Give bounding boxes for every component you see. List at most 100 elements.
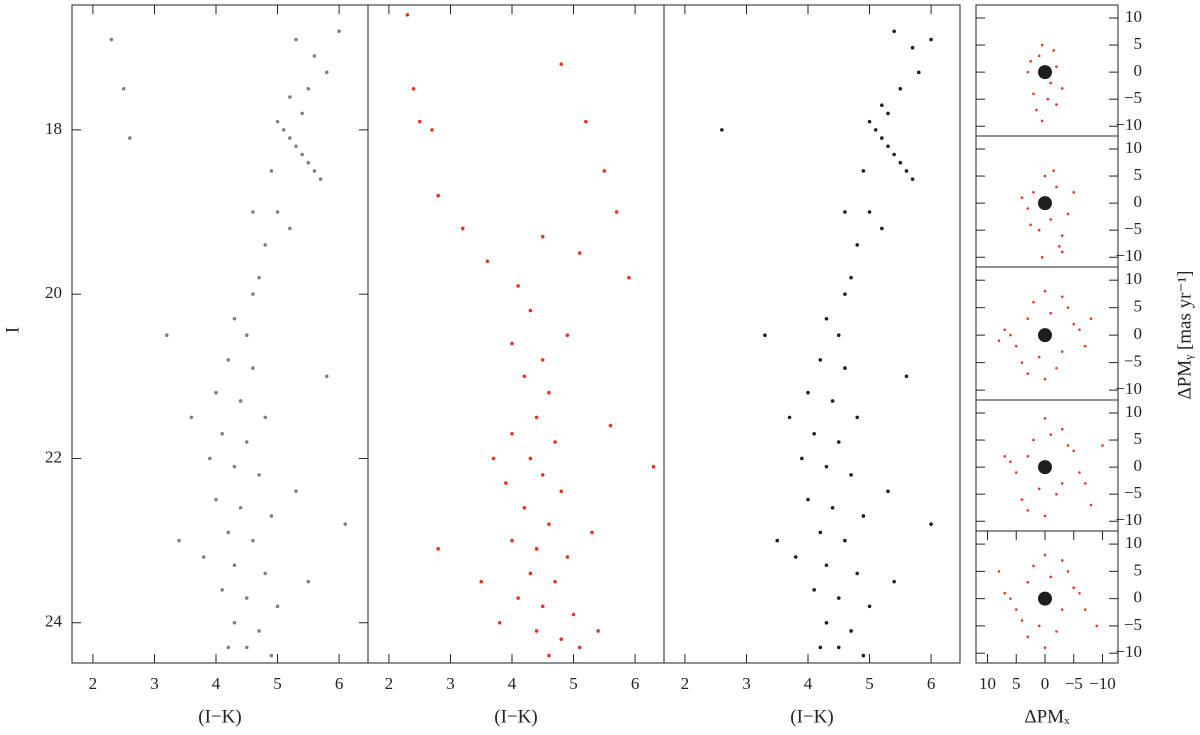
- x-tick-label: 6: [927, 674, 936, 693]
- data-point: [1083, 608, 1087, 611]
- data-point: [1072, 586, 1076, 590]
- data-point: [1026, 580, 1030, 584]
- y-tick-label: 22: [45, 447, 62, 466]
- data-point: [1009, 460, 1012, 464]
- data-point: [411, 86, 416, 91]
- data-point: [867, 119, 872, 124]
- y-tick-label: 10: [1125, 269, 1142, 288]
- y-tick-label: 0: [1134, 456, 1143, 475]
- data-point: [590, 530, 594, 535]
- data-point: [1014, 471, 1018, 474]
- data-point: [201, 555, 206, 559]
- data-point: [244, 440, 249, 444]
- data-point: [1032, 564, 1035, 568]
- data-point: [220, 432, 224, 436]
- data-point: [497, 620, 502, 625]
- x-tick-label: 2: [385, 674, 394, 693]
- data-point: [460, 226, 465, 231]
- data-point: [1037, 460, 1052, 475]
- data-point: [534, 547, 539, 551]
- data-point: [880, 103, 884, 108]
- data-point: [318, 177, 323, 181]
- data-point: [892, 152, 896, 157]
- x-tick-label: 4: [804, 674, 813, 693]
- data-point: [1089, 503, 1093, 507]
- x-axis-label: ΔPMₓ: [1024, 706, 1070, 727]
- data-point: [1014, 608, 1018, 611]
- data-point: [479, 579, 484, 584]
- data-point: [263, 415, 268, 420]
- data-point: [244, 596, 249, 600]
- data-point: [1060, 350, 1064, 353]
- x-tick-label: 4: [508, 674, 517, 693]
- data-point: [559, 489, 564, 494]
- data-point: [830, 505, 835, 510]
- data-point: [269, 653, 274, 658]
- data-point: [1049, 433, 1053, 436]
- y-tick-label: −10: [1115, 246, 1142, 265]
- data-point: [232, 464, 237, 469]
- data-point: [306, 86, 311, 91]
- data-point: [547, 390, 551, 395]
- data-point: [214, 497, 218, 502]
- data-point: [251, 366, 255, 370]
- data-point: [1032, 190, 1035, 194]
- data-point: [251, 210, 255, 214]
- data-point: [430, 128, 434, 132]
- data-point: [1026, 70, 1030, 74]
- data-point: [208, 456, 212, 461]
- data-point: [843, 366, 847, 370]
- data-point: [1037, 228, 1041, 232]
- data-point: [547, 522, 551, 526]
- data-point: [288, 136, 292, 140]
- x-tick-label: 4: [212, 674, 221, 693]
- data-point: [1055, 65, 1058, 69]
- data-point: [1052, 169, 1055, 172]
- data-point: [337, 29, 341, 34]
- data-point: [886, 144, 890, 149]
- data-point: [843, 210, 847, 214]
- data-point: [812, 432, 816, 436]
- y-tick-label: −5: [1124, 88, 1142, 107]
- panel-frame: [367, 4, 665, 664]
- data-point: [275, 210, 280, 214]
- data-point: [1003, 591, 1007, 595]
- data-point: [324, 374, 329, 379]
- data-point: [288, 95, 292, 99]
- data-point: [1043, 553, 1047, 557]
- data-point: [294, 489, 298, 494]
- data-point: [1043, 417, 1047, 420]
- data-point: [830, 399, 835, 403]
- data-point: [534, 415, 539, 420]
- data-point: [1043, 289, 1047, 293]
- data-point: [534, 629, 539, 633]
- data-point: [910, 177, 915, 181]
- data-point: [244, 333, 249, 338]
- data-point: [1032, 438, 1035, 442]
- data-point: [818, 530, 823, 535]
- y-axis-label: I: [2, 327, 23, 333]
- data-point: [1049, 575, 1053, 579]
- data-point: [904, 374, 909, 379]
- y-tick-label: −5: [1124, 615, 1142, 634]
- data-point: [843, 538, 847, 543]
- data-point: [553, 579, 557, 584]
- x-tick-label: 5: [569, 674, 578, 693]
- y-tick-label: 5: [1134, 34, 1143, 53]
- data-point: [898, 160, 903, 165]
- y-tick-label: −10: [1115, 115, 1142, 134]
- data-point: [294, 37, 298, 42]
- data-point: [916, 70, 921, 75]
- data-point: [1072, 190, 1076, 194]
- data-point: [836, 645, 841, 650]
- data-point: [1055, 103, 1058, 106]
- data-point: [1040, 43, 1044, 47]
- data-point: [1046, 97, 1050, 101]
- data-point: [861, 514, 866, 518]
- data-point: [584, 119, 588, 124]
- data-point: [824, 620, 829, 625]
- data-point: [886, 111, 890, 116]
- data-point: [528, 571, 533, 576]
- data-point: [269, 169, 274, 173]
- data-point: [1020, 361, 1024, 364]
